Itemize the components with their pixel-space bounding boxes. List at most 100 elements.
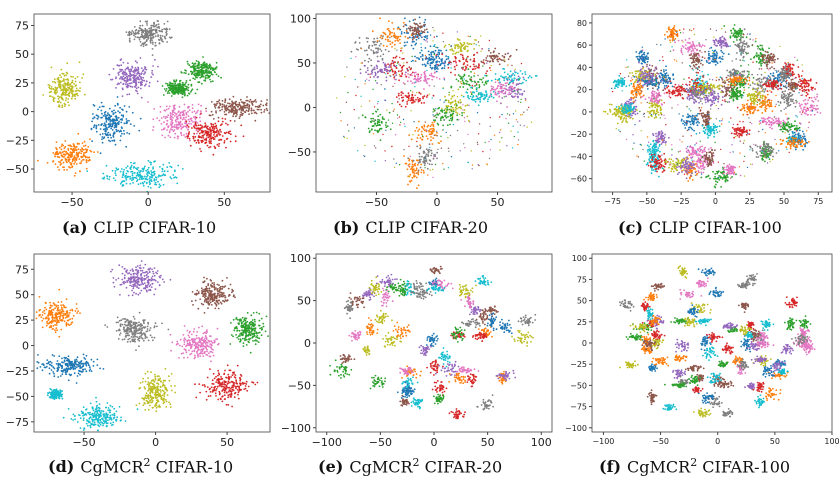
data-point <box>405 71 407 74</box>
data-point <box>364 144 366 147</box>
data-point <box>60 145 63 148</box>
data-point <box>457 80 460 82</box>
data-point <box>234 102 237 105</box>
data-point <box>409 99 412 102</box>
data-point <box>187 63 189 65</box>
data-point <box>776 78 779 80</box>
data-point <box>484 97 486 99</box>
data-point <box>54 89 57 92</box>
data-point <box>480 50 482 52</box>
data-point <box>512 113 515 115</box>
data-point <box>424 155 427 158</box>
data-point <box>384 150 386 152</box>
data-point <box>459 75 461 78</box>
data-point <box>78 61 81 64</box>
data-point <box>408 99 410 101</box>
data-point <box>136 179 139 181</box>
data-point <box>708 54 710 57</box>
data-point <box>376 122 379 125</box>
data-point <box>179 87 181 90</box>
data-point <box>517 143 519 146</box>
data-point <box>401 72 404 75</box>
data-point <box>67 148 70 150</box>
data-point <box>150 170 153 172</box>
data-point <box>465 68 467 70</box>
data-point <box>215 73 218 76</box>
data-point <box>139 87 142 90</box>
data-point <box>221 123 223 125</box>
data-point <box>462 109 464 111</box>
data-point <box>763 90 766 93</box>
data-point <box>82 159 84 161</box>
data-point <box>765 80 767 83</box>
data-point <box>57 95 59 98</box>
data-point <box>48 91 51 94</box>
data-point <box>140 44 143 47</box>
data-point <box>392 85 394 88</box>
data-point <box>483 62 486 65</box>
data-point <box>106 128 108 131</box>
data-point <box>443 79 446 81</box>
data-point <box>183 103 186 106</box>
data-point <box>459 150 461 152</box>
data-point <box>93 124 96 126</box>
data-point <box>460 82 463 85</box>
data-point <box>180 111 183 114</box>
data-point <box>758 68 761 70</box>
data-point <box>438 53 441 56</box>
data-point <box>712 54 714 57</box>
data-point <box>73 83 75 85</box>
data-point <box>456 96 459 98</box>
data-point <box>510 92 512 95</box>
data-point <box>442 124 444 127</box>
data-point <box>197 109 199 112</box>
data-point <box>108 139 110 142</box>
data-point <box>357 150 359 152</box>
data-point <box>410 74 413 77</box>
data-point <box>102 137 105 140</box>
data-point <box>388 33 391 36</box>
data-point <box>423 21 426 24</box>
data-point <box>189 144 192 147</box>
data-point <box>453 65 456 68</box>
data-point <box>169 118 172 121</box>
data-point <box>715 51 718 54</box>
data-point <box>410 67 412 69</box>
data-point <box>75 84 78 87</box>
data-point <box>476 141 479 144</box>
data-point <box>200 104 203 107</box>
data-point <box>131 173 134 175</box>
data-point <box>389 74 391 77</box>
data-point <box>423 79 425 82</box>
data-point <box>412 168 415 171</box>
data-point <box>368 57 371 60</box>
data-point <box>519 88 522 91</box>
data-point <box>197 70 200 73</box>
data-point <box>499 141 501 143</box>
data-point <box>225 146 227 149</box>
data-point <box>445 55 447 57</box>
data-point <box>391 31 393 34</box>
data-point <box>447 63 449 66</box>
data-point <box>434 49 437 52</box>
data-point <box>221 103 224 106</box>
data-point <box>757 83 760 86</box>
data-point <box>169 89 172 91</box>
data-point <box>62 84 64 86</box>
data-point <box>418 25 421 28</box>
data-point <box>52 87 55 90</box>
data-point <box>503 76 506 79</box>
data-point <box>406 61 408 64</box>
data-point <box>195 141 198 144</box>
data-point <box>450 97 453 100</box>
data-point <box>92 117 94 120</box>
data-point <box>204 124 207 127</box>
data-point <box>433 67 436 70</box>
data-point <box>436 131 438 134</box>
data-point <box>769 72 772 75</box>
data-point <box>460 46 462 49</box>
data-point <box>48 95 51 97</box>
data-point <box>196 76 198 79</box>
data-point <box>433 29 435 32</box>
data-point <box>185 85 188 88</box>
